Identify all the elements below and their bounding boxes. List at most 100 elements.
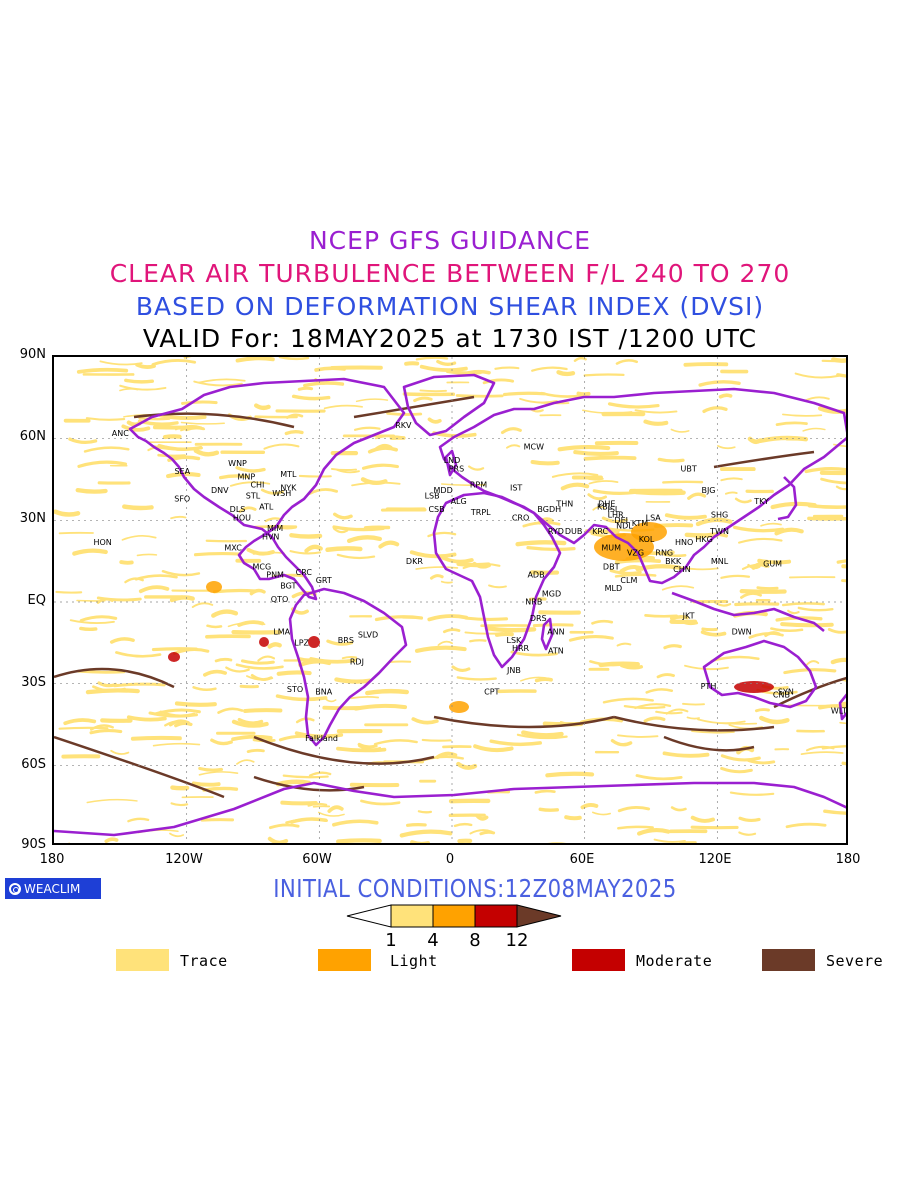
trace-patch [617,734,659,738]
station-label: CPT [484,688,499,697]
trace-patch [86,798,138,804]
trace-patch [365,688,409,696]
station-label: MCG [253,562,272,571]
trace-patch [833,443,846,448]
trace-patch [720,477,743,482]
trace-patch [734,602,780,607]
trace-patch [79,615,118,622]
trace-patch [802,427,826,432]
trace-patch [417,810,433,814]
station-label: IST [510,483,522,492]
trace-patch [336,838,382,843]
trace-patch [170,802,189,807]
legend-label-moderate: Moderate [636,952,713,970]
station-label: PTH [701,682,717,691]
trace-patch [421,738,452,742]
trace-patch [239,684,259,689]
trace-patch [276,670,312,676]
station-label: HNO [675,538,693,547]
trace-patch [282,774,329,779]
trace-patch [538,807,560,812]
trace-patch [797,606,834,612]
trace-patch [361,463,399,470]
trace-patch [246,675,274,681]
severe-streak [253,735,435,765]
trace-patch [720,574,751,579]
trace-patch [521,730,564,738]
station-label: RNG [655,549,673,558]
trace-patch [298,474,332,478]
trace-patch [353,703,408,711]
trace-patch [267,642,282,649]
station-label: TWN [709,527,729,536]
trace-patch [130,735,182,741]
trace-patch [464,616,509,621]
trace-patch [138,416,171,421]
trace-patch [713,601,732,607]
trace-patch [500,427,522,435]
trace-patch [148,711,198,718]
trace-patch [528,597,547,601]
trace-patch [494,366,520,370]
trace-patch [479,830,496,836]
trace-patch [841,579,846,583]
lat-label-90s: 90S [21,837,46,852]
trace-patch [326,639,354,646]
trace-patch [246,547,275,556]
trace-patch [830,657,846,665]
station-label: LPZ [294,639,309,648]
station-label: KOL [639,535,655,544]
trace-patch [238,506,257,513]
trace-patch [482,378,515,385]
trace-patch [545,771,595,778]
trace-patch [516,733,568,740]
station-label: CNB [773,690,790,699]
station-label: DNV [211,486,229,495]
trace-patch [670,428,690,433]
trace-patch [181,400,218,405]
severe-streak [253,775,365,792]
legend-label-severe: Severe [826,952,884,970]
trace-patch [718,393,733,399]
trace-patch [741,563,770,571]
station-label: CSB [428,505,444,514]
station-label: ISL [607,505,619,514]
station-label: LSA [646,513,662,522]
trace-patch [634,409,678,414]
valid-time-title: VALID For: 18MAY2025 at 1730 IST /1200 U… [142,324,758,353]
trace-patch [429,574,444,580]
trace-patch [540,391,586,398]
trace-patch [124,577,144,584]
trace-patch [560,482,590,491]
turbulence-patch [308,636,320,648]
trace-patch [781,602,825,607]
trace-patch [839,701,846,706]
trace-patch [309,657,357,664]
station-label: DRS [530,614,547,623]
station-label: MTL [280,470,297,479]
trace-patch [623,704,666,710]
station-label: TRPL [470,508,491,517]
trace-patch [336,553,376,560]
trace-patch [203,669,227,677]
trace-patch [835,485,846,491]
trace-patch [841,564,846,569]
trace-patch [770,627,804,633]
trace-patch [841,761,846,766]
trace-patch [304,544,323,553]
station-label: CRO [512,513,529,522]
trace-patch [284,430,304,436]
station-label: DBT [603,562,620,571]
trace-patch [169,832,185,838]
station-label: MNL [711,557,729,566]
trace-patch [174,721,193,728]
trace-patch [119,384,167,391]
severe-streak [54,667,175,689]
trace-patch [695,517,733,527]
station-label: SYN [778,688,794,697]
trace-patch [534,789,556,794]
trace-patch [327,805,344,813]
trace-patch [257,655,276,662]
lat-label-eq: EQ [27,593,46,608]
trace-patch [89,729,123,735]
